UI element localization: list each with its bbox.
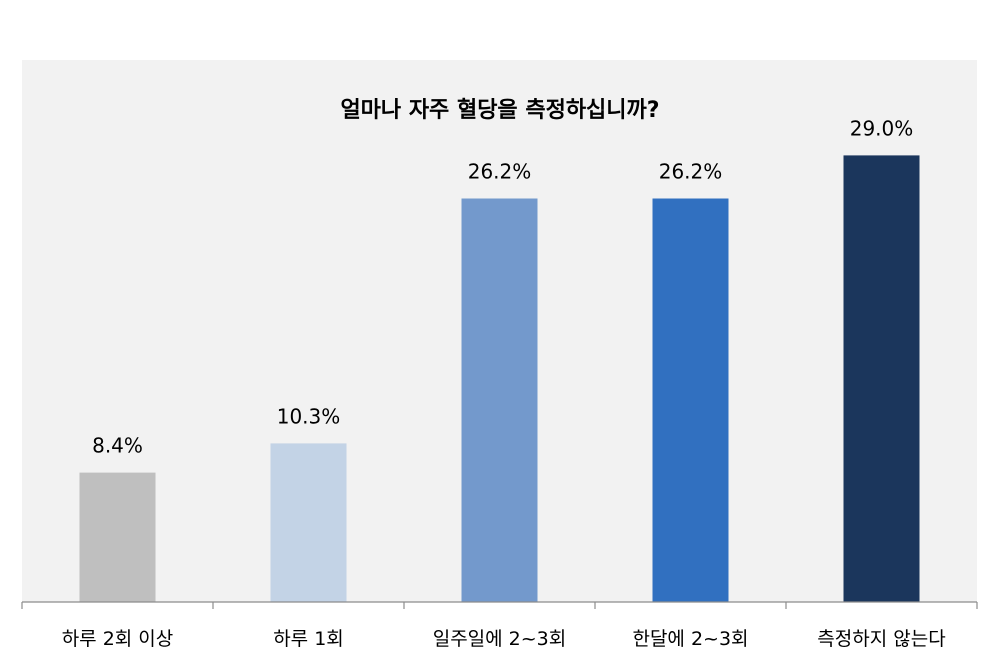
value-label-3: 26.2% [468,160,532,184]
category-label-2: 하루 1회 [273,628,344,650]
value-label-1: 8.4% [92,434,143,458]
value-labels-group: 8.4% 10.3% 26.2% 26.2% 29.0% [92,116,913,457]
category-labels-group: 하루 2회 이상 하루 1회 일주일에 2~3회 한달에 2~3회 측정하지 않는다 [62,628,946,650]
category-label-3: 일주일에 2~3회 [433,628,567,650]
bar-5 [843,155,920,602]
bars-group [79,155,920,602]
chart-title: 얼마나 자주 혈당을 측정하십니까? [340,98,659,123]
category-label-4: 한달에 2~3회 [632,628,748,650]
bar-1 [79,472,156,602]
category-label-5: 측정하지 않는다 [817,628,945,650]
value-label-5: 29.0% [850,116,914,140]
value-label-2: 10.3% [277,404,341,428]
bar-3 [461,198,538,602]
x-axis-ticks-group [21,602,978,609]
bar-2 [270,443,347,602]
category-label-1: 하루 2회 이상 [62,628,174,650]
value-label-4: 26.2% [659,160,723,184]
bar-4 [652,198,729,602]
